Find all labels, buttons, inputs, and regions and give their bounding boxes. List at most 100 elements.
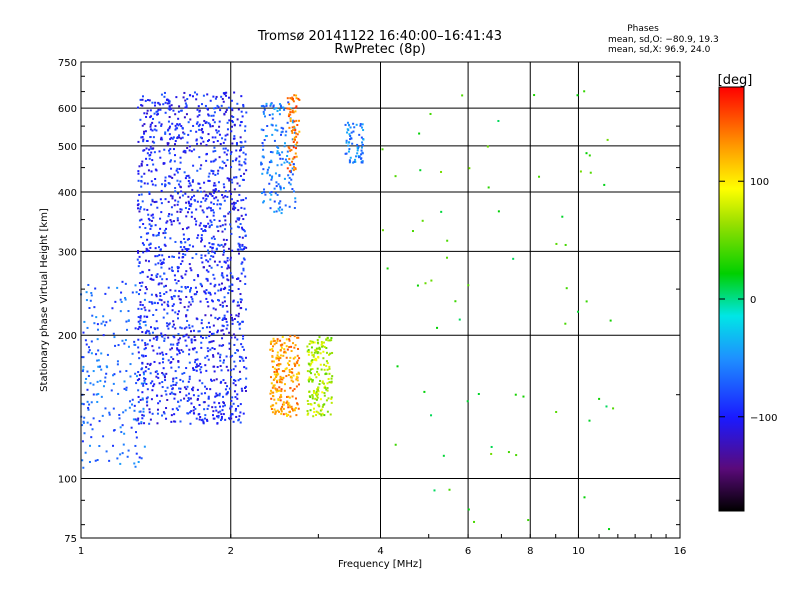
data-point — [138, 165, 141, 168]
data-point — [311, 397, 314, 400]
data-point — [190, 410, 193, 413]
data-point — [287, 413, 290, 416]
data-point — [208, 335, 211, 338]
data-point — [186, 319, 189, 322]
data-point — [279, 380, 282, 383]
data-point — [204, 385, 207, 388]
data-point — [151, 213, 154, 216]
data-point — [199, 142, 202, 145]
data-point — [170, 223, 173, 226]
data-point — [82, 466, 85, 469]
data-point — [269, 198, 272, 201]
data-point — [158, 400, 161, 403]
data-point — [240, 206, 243, 209]
data-point — [243, 172, 246, 175]
data-point — [163, 229, 166, 232]
data-point — [239, 136, 242, 139]
data-point — [139, 206, 142, 209]
data-point — [204, 414, 207, 417]
data-point — [219, 410, 222, 413]
data-point — [269, 376, 272, 379]
data-point — [159, 198, 162, 201]
data-point — [317, 388, 320, 391]
data-point — [160, 266, 163, 269]
data-point — [173, 204, 176, 207]
data-point — [225, 91, 228, 94]
data-point — [153, 141, 156, 144]
data-point — [317, 351, 320, 354]
data-point — [310, 362, 313, 365]
data-point — [277, 356, 280, 359]
data-point — [295, 155, 298, 158]
data-point — [121, 280, 124, 283]
data-point — [278, 174, 281, 177]
data-point — [298, 372, 301, 375]
data-point — [191, 300, 194, 303]
data-point — [119, 298, 122, 301]
data-point — [274, 411, 277, 414]
data-point — [328, 339, 331, 342]
data-point — [156, 255, 159, 258]
data-point — [216, 394, 219, 397]
data-point — [171, 304, 174, 307]
data-point — [196, 121, 199, 124]
data-point — [202, 224, 205, 227]
data-point — [179, 208, 182, 211]
data-point — [274, 410, 277, 413]
data-point — [86, 388, 89, 391]
data-point — [310, 341, 313, 344]
data-point — [275, 185, 278, 188]
data-point — [237, 418, 240, 421]
data-point — [224, 228, 227, 231]
data-point — [112, 374, 115, 377]
data-point — [187, 336, 190, 339]
data-point — [588, 154, 591, 157]
data-point — [289, 169, 292, 172]
data-point — [170, 366, 173, 369]
colorbar-label: [deg] — [718, 73, 753, 88]
data-point — [241, 244, 244, 247]
data-point — [210, 266, 213, 269]
data-point — [241, 345, 244, 348]
data-point — [138, 210, 141, 213]
data-point — [94, 459, 97, 462]
data-point — [231, 181, 234, 184]
data-point — [141, 339, 144, 342]
data-point — [177, 310, 180, 313]
data-point — [279, 104, 282, 107]
data-point — [232, 402, 235, 405]
data-point — [141, 242, 144, 245]
data-point — [224, 134, 227, 137]
data-point — [199, 282, 202, 285]
data-point — [192, 386, 195, 389]
data-point — [605, 405, 608, 408]
data-point — [325, 388, 328, 391]
data-point — [240, 146, 243, 149]
data-point — [291, 389, 294, 392]
phase-stats-o: mean, sd,O: −80.9, 19.3 — [608, 35, 719, 45]
data-point — [280, 388, 283, 391]
data-point — [282, 413, 285, 416]
data-point — [197, 330, 200, 333]
data-point — [243, 230, 246, 233]
colorbar-tick-label: −100 — [750, 413, 777, 424]
data-point — [204, 417, 207, 420]
data-point — [221, 301, 224, 304]
data-point — [288, 181, 291, 184]
data-point — [149, 243, 152, 246]
phase-stats-x: mean, sd,X: 96.9, 24.0 — [608, 45, 711, 55]
data-point — [170, 104, 173, 107]
data-point — [227, 96, 230, 99]
y-axis-label: Stationary phase Virtual Height [km] — [39, 208, 50, 392]
data-point — [281, 405, 284, 408]
data-point — [189, 397, 192, 400]
data-point — [141, 95, 144, 98]
data-point — [121, 339, 124, 342]
data-point — [211, 300, 214, 303]
data-point — [240, 214, 243, 217]
data-point — [585, 152, 588, 155]
data-point — [598, 397, 601, 400]
data-point — [145, 232, 148, 235]
data-point — [220, 274, 223, 277]
data-point — [185, 248, 188, 251]
